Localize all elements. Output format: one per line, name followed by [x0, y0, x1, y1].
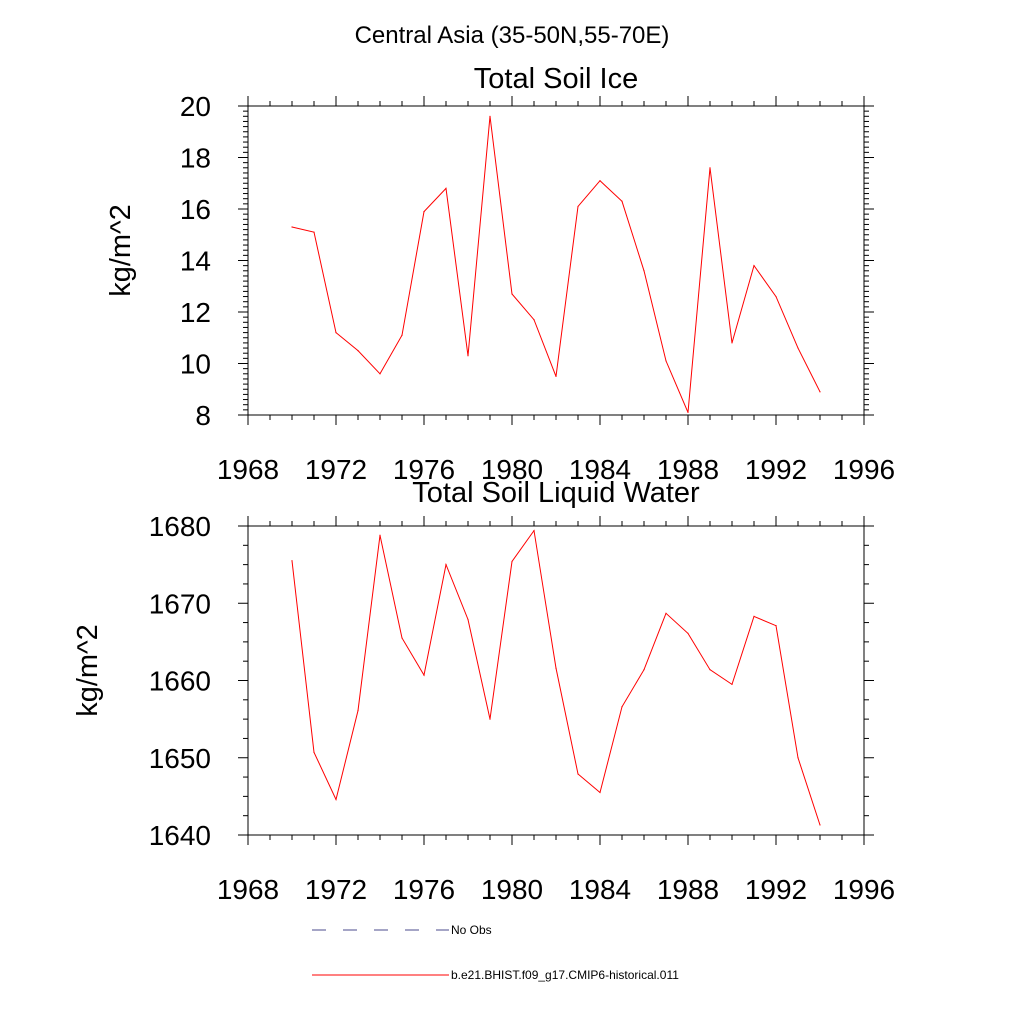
data-point	[599, 180, 601, 182]
data-point	[599, 791, 601, 794]
y-tick-label: 1640	[149, 820, 211, 851]
data-point	[533, 530, 535, 532]
data-point	[555, 375, 557, 377]
x-tick-label: 1976	[393, 874, 455, 905]
data-point	[643, 270, 645, 272]
x-tick-label: 1992	[745, 874, 807, 905]
x-tick-label: 1968	[217, 454, 279, 485]
data-point	[555, 667, 557, 669]
data-point	[445, 564, 447, 566]
data-point	[445, 187, 447, 189]
plot-frame	[247, 105, 865, 416]
data-point	[313, 231, 315, 233]
panel-soil-liquid-water: Total Soil Liquid Water 1640 1650 1660 1670 1…	[72, 477, 895, 905]
x-tick-label: 1980	[481, 454, 543, 485]
data-point	[423, 210, 425, 213]
y-tick-label: 1670	[149, 588, 211, 619]
y-tick-label: 1650	[149, 743, 211, 774]
x-tick-label: 1980	[481, 874, 543, 905]
data-point	[687, 632, 689, 634]
data-point	[379, 373, 381, 375]
data-point	[401, 637, 403, 639]
y-tick-label: 18	[180, 143, 211, 174]
data-point	[489, 115, 491, 117]
data-point	[819, 824, 821, 826]
x-tick-label: 1984	[569, 874, 631, 905]
x-tick-label: 1988	[657, 874, 719, 905]
x-tick-label: 1984	[569, 454, 631, 485]
x-tick-label: 1972	[305, 454, 367, 485]
x-tick-label: 1972	[305, 874, 367, 905]
data-point	[797, 347, 799, 349]
data-point	[335, 332, 337, 334]
x-tick-label: 1968	[217, 874, 279, 905]
data-point	[577, 773, 579, 775]
data-point	[753, 265, 755, 267]
y-tick-label: 20	[180, 91, 211, 122]
data-point	[709, 167, 711, 169]
data-point	[687, 411, 689, 414]
data-point	[489, 718, 491, 720]
x-tick-label: 1988	[657, 454, 719, 485]
x-tick-label: 1996	[833, 454, 895, 485]
y-axis-label: kg/m^2	[72, 624, 104, 717]
panel-title: Total Soil Liquid Water	[412, 477, 700, 509]
data-point	[511, 293, 513, 295]
figure-title: Central Asia (35-50N,55-70E)	[355, 22, 670, 49]
legend: No Obs b.e21.BHIST.f09_g17.CMIP6-histori…	[312, 923, 679, 982]
data-point	[709, 669, 711, 671]
y-tick-label: 12	[180, 297, 211, 328]
data-point	[291, 560, 293, 562]
panel-soil-ice: Total Soil Ice 8 10 12 14 16 18 20 1968 1972 1976 1…	[105, 63, 895, 485]
data-point	[291, 226, 293, 228]
data-point	[819, 391, 821, 393]
data-point	[423, 674, 425, 676]
data-point	[665, 360, 667, 362]
data-point	[357, 710, 359, 712]
x-tick-label: 1996	[833, 874, 895, 905]
data-point	[313, 751, 315, 753]
data-point	[797, 757, 799, 759]
series-line	[291, 529, 821, 826]
y-tick-label: 1680	[149, 511, 211, 542]
series-line	[291, 116, 821, 413]
y-tick-label: 8	[195, 400, 211, 431]
data-point	[467, 355, 469, 357]
data-point	[401, 334, 403, 336]
data-point	[577, 205, 579, 208]
data-point	[467, 618, 469, 621]
y-tick-label: 14	[180, 246, 211, 277]
x-tick-label: 1976	[393, 454, 455, 485]
data-point	[357, 350, 359, 352]
panel-title: Total Soil Ice	[474, 63, 638, 95]
data-point	[731, 342, 733, 344]
x-tick-label: 1992	[745, 454, 807, 485]
y-tick-label: 16	[180, 194, 211, 225]
legend-label-model: b.e21.BHIST.f09_g17.CMIP6-historical.011	[451, 968, 679, 982]
data-point	[533, 319, 535, 321]
data-point	[643, 669, 645, 671]
y-tick-label: 1660	[149, 666, 211, 697]
data-point	[731, 683, 733, 685]
data-point	[335, 798, 337, 801]
data-point	[753, 615, 755, 617]
data-point	[621, 706, 623, 708]
y-axis-label: kg/m^2	[105, 204, 137, 297]
data-point	[775, 625, 777, 627]
data-point	[379, 534, 381, 536]
data-point	[665, 612, 667, 614]
data-point	[775, 295, 777, 298]
y-tick-label: 10	[180, 349, 211, 380]
plot-frame	[247, 525, 865, 836]
data-point	[621, 200, 623, 202]
data-point	[511, 560, 513, 563]
legend-label-no-obs: No Obs	[451, 923, 492, 937]
